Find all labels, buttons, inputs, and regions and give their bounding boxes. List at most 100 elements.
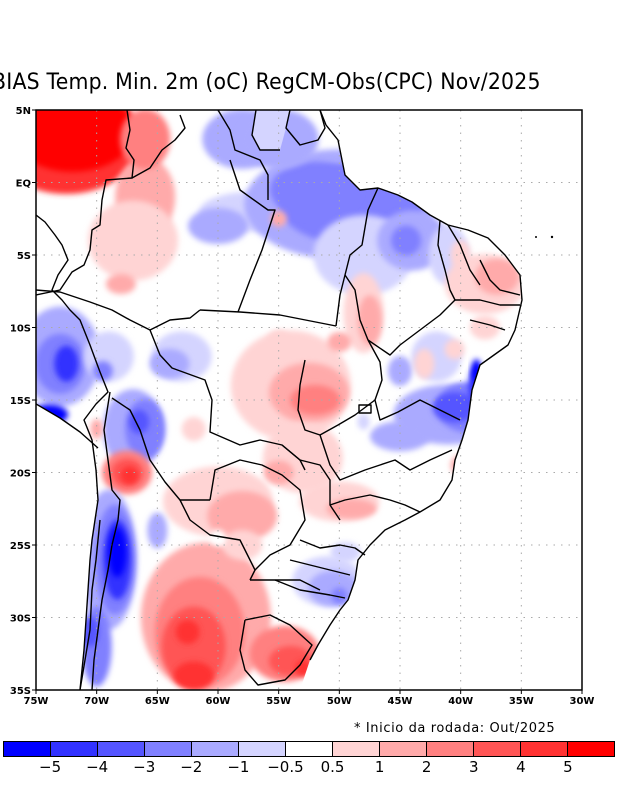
rs-border bbox=[274, 579, 346, 599]
minas-border bbox=[319, 434, 453, 481]
lat-tick-label: 35S bbox=[10, 686, 31, 697]
bias-contour-region bbox=[331, 587, 348, 604]
bias-contour-region bbox=[450, 240, 471, 270]
bias-contour-region bbox=[54, 345, 79, 382]
colorbar-label: −2 bbox=[180, 758, 203, 776]
colorbar-segment bbox=[333, 742, 380, 756]
tocantins-border bbox=[344, 274, 369, 341]
bias-contour-region bbox=[327, 332, 352, 352]
goias-border bbox=[297, 359, 376, 436]
bias-contour-region bbox=[270, 210, 287, 227]
lat-tick-label: 25S bbox=[10, 541, 31, 552]
bias-contour-region bbox=[290, 385, 341, 415]
bias-contour-region bbox=[444, 339, 465, 360]
colorbar-segment bbox=[192, 742, 239, 756]
bias-contour-region bbox=[120, 110, 171, 169]
atlantic-coastline bbox=[309, 110, 523, 661]
run-start-note: * Inicio da rodada: Out/2025 bbox=[354, 721, 556, 736]
colorbar-label: 0.5 bbox=[320, 758, 345, 776]
bias-field bbox=[36, 110, 582, 690]
bahia-border bbox=[367, 339, 461, 421]
argentina-brazil bbox=[250, 579, 321, 591]
bias-contour-region bbox=[391, 225, 422, 256]
lon-tick-label: 50W bbox=[327, 696, 352, 707]
bias-contour-region bbox=[82, 617, 99, 647]
al-se-border bbox=[469, 319, 506, 331]
axis-ticks: 75W 70W 65W 60W 55W 50W 45W 40W 35W 30W 5N EQ 5S 10S 1… bbox=[10, 106, 595, 707]
lon-tick-label: 70W bbox=[84, 696, 109, 707]
amapa-border bbox=[251, 110, 280, 151]
lat-tick-label: EQ bbox=[16, 179, 31, 190]
lon-tick-label: 40W bbox=[448, 696, 473, 707]
mato-grosso-north bbox=[199, 309, 337, 327]
colorbar-segment bbox=[568, 742, 614, 756]
pacific-coastline bbox=[36, 214, 109, 690]
chart-title: BIAS Temp. Min. 2m (oC) RegCM-Obs(CPC) N… bbox=[0, 70, 541, 95]
piaui-border bbox=[367, 219, 456, 356]
pacific-mask bbox=[36, 404, 98, 690]
lat-tick-label: 30S bbox=[10, 614, 31, 625]
bias-contour-region bbox=[270, 161, 361, 218]
colorbar-label: 4 bbox=[516, 758, 526, 776]
colorbar-label: 1 bbox=[374, 758, 385, 776]
colorbar-segment bbox=[286, 742, 333, 756]
colorbar-label: −3 bbox=[133, 758, 156, 776]
colorbar-segment bbox=[380, 742, 427, 756]
maranhao-border bbox=[335, 187, 379, 327]
bias-contour-region bbox=[266, 330, 291, 354]
colorbar-label: −1 bbox=[227, 758, 250, 776]
bias-contour-region bbox=[181, 417, 206, 441]
fernando-de-noronha-dots bbox=[535, 235, 554, 239]
colorbar-segment bbox=[474, 742, 521, 756]
colorbar-label: 3 bbox=[468, 758, 479, 776]
andes-border bbox=[91, 391, 121, 690]
acre-rondonia bbox=[36, 289, 201, 331]
colorbar-segment bbox=[51, 742, 98, 756]
colorbar-label: 2 bbox=[421, 758, 432, 776]
colorbar-segment bbox=[98, 742, 145, 756]
bias-contour-region bbox=[105, 274, 136, 294]
lat-tick-label: 5N bbox=[16, 106, 31, 117]
bias-map: 75W 70W 65W 60W 55W 50W 45W 40W 35W 30W 5N EQ 5S 10S 1… bbox=[10, 106, 595, 707]
guiana-borders bbox=[217, 110, 269, 200]
gridlines bbox=[36, 110, 582, 690]
bias-contour-region bbox=[175, 620, 200, 644]
lon-tick-label: 60W bbox=[206, 696, 231, 707]
colorbar-segment bbox=[145, 742, 192, 756]
lon-tick-label: 45W bbox=[388, 696, 413, 707]
rn-pb-border bbox=[479, 259, 521, 296]
country-state-borders bbox=[36, 110, 523, 690]
colorbar-label: −0.5 bbox=[267, 758, 304, 776]
pe-border bbox=[455, 299, 520, 306]
bias-contour-region bbox=[36, 110, 135, 172]
lon-tick-label: 75W bbox=[24, 696, 49, 707]
guiana-shade bbox=[252, 110, 290, 150]
lon-tick-label: 30W bbox=[570, 696, 595, 707]
colombia-border bbox=[36, 110, 135, 296]
bias-contour-region bbox=[149, 348, 190, 379]
lat-tick-label: 5S bbox=[17, 251, 31, 262]
sc-border bbox=[289, 559, 351, 576]
bias-contour-region bbox=[326, 498, 377, 519]
pr-border bbox=[299, 539, 366, 556]
colorbar bbox=[3, 741, 615, 757]
ceara-border bbox=[447, 224, 481, 286]
uruguay-border bbox=[239, 614, 313, 686]
bias-contour-region bbox=[90, 419, 103, 439]
paraguay-south bbox=[179, 499, 256, 581]
peru-coast bbox=[36, 403, 99, 449]
bias-contour-region bbox=[432, 392, 477, 423]
bias-contour-region bbox=[207, 491, 278, 541]
lat-tick-label: 10S bbox=[10, 324, 31, 335]
lat-tick-label: 20S bbox=[10, 469, 31, 480]
bias-contour-region bbox=[357, 413, 370, 430]
bias-contour-region bbox=[475, 258, 520, 295]
colorbar-label: 5 bbox=[563, 758, 573, 776]
colorbar-label: −5 bbox=[39, 758, 62, 776]
lon-tick-label: 55W bbox=[266, 696, 291, 707]
bias-contour-region bbox=[88, 200, 179, 281]
french-guiana bbox=[285, 110, 326, 146]
amazonas-para bbox=[229, 159, 276, 313]
sp-border bbox=[329, 494, 421, 513]
colorbar-segment bbox=[427, 742, 474, 756]
